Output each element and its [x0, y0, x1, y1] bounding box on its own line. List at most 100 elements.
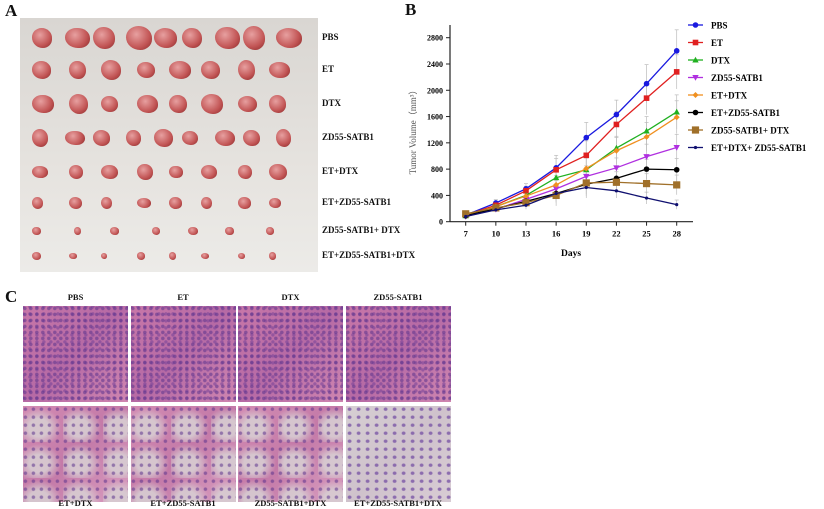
tumor	[32, 129, 49, 147]
series-line-2	[465, 111, 678, 217]
data-point	[494, 208, 498, 212]
series-line-1	[465, 71, 678, 216]
data-point	[673, 166, 680, 173]
tumor	[200, 197, 212, 209]
tumor	[32, 28, 53, 48]
tumor	[65, 27, 90, 49]
data-point	[614, 189, 619, 193]
tumor	[137, 62, 156, 78]
histology-label: ZD55-SATB1+DTX	[254, 498, 327, 508]
legend-label: ZD55-SATB1+ DTX	[711, 126, 790, 136]
x-tick-label: 7	[464, 229, 469, 239]
legend-marker	[692, 92, 699, 98]
data-point	[613, 111, 620, 118]
tumor	[169, 61, 191, 79]
data-point	[643, 127, 650, 134]
tumor	[200, 165, 218, 179]
tumor-row-label: ET+ZD55-SATB1	[322, 197, 391, 207]
tumor	[68, 197, 83, 209]
histology-label: ZD55-SATB1	[373, 292, 423, 302]
legend-marker	[692, 22, 699, 28]
tumor	[169, 197, 182, 209]
tumor	[68, 94, 89, 114]
tumor	[137, 164, 153, 180]
tumor	[32, 61, 52, 79]
tumor	[137, 95, 158, 113]
x-tick-label: 13	[522, 229, 531, 239]
legend-marker	[692, 39, 699, 46]
tumor	[32, 197, 44, 209]
histology-image	[345, 406, 451, 502]
data-point	[492, 204, 500, 212]
tumor	[137, 197, 152, 209]
tumor	[32, 226, 41, 236]
data-point	[584, 185, 588, 190]
data-point	[552, 191, 560, 200]
legend-label: DTX	[711, 56, 731, 66]
data-point	[673, 114, 680, 121]
data-point	[613, 144, 620, 151]
series-line-7	[465, 186, 677, 218]
tumor	[137, 252, 146, 260]
data-point	[522, 193, 529, 200]
data-point	[553, 166, 559, 173]
tumor	[182, 27, 203, 49]
y-tick-label: 1200	[427, 139, 443, 148]
histology-label: ET+ZD55-SATB1	[150, 498, 216, 508]
tumor	[126, 129, 142, 147]
data-point	[583, 173, 590, 180]
data-point	[554, 191, 558, 196]
tumor	[237, 96, 257, 112]
x-tick-label: 22	[612, 229, 621, 239]
histology-image	[130, 406, 236, 502]
tumor	[269, 164, 287, 180]
tumor	[269, 62, 290, 78]
legend-label: ET+DTX+ ZD55-SATB1	[711, 143, 807, 153]
histology-label: DTX	[281, 292, 300, 302]
tumor	[169, 252, 177, 260]
x-tick-label: 28	[672, 229, 681, 239]
tumor	[215, 130, 235, 146]
legend-label: ET	[711, 38, 723, 48]
legend-marker	[692, 109, 699, 116]
legend-marker	[692, 56, 699, 63]
data-point	[643, 80, 650, 87]
tumor	[100, 60, 122, 80]
legend-label: ZD55-SATB1	[711, 73, 763, 83]
tumor	[237, 196, 251, 210]
data-point	[673, 48, 680, 54]
y-tick-label: 2400	[427, 60, 443, 69]
data-point	[643, 95, 650, 101]
data-point	[464, 214, 468, 219]
tumor	[73, 226, 82, 236]
tumor	[169, 94, 188, 114]
series-line-0	[465, 50, 678, 216]
legend-label: ET+ZD55-SATB1	[711, 108, 780, 118]
tumor	[68, 252, 77, 260]
legend-marker	[693, 145, 698, 150]
data-point	[673, 181, 681, 189]
tumor-row-label: ET+DTX	[322, 166, 359, 176]
legend-label: PBS	[711, 21, 728, 31]
tumor-row-label: ET	[322, 64, 335, 74]
tumor	[32, 165, 49, 179]
y-tick-label: 1600	[427, 113, 443, 122]
tumor	[200, 252, 210, 260]
data-point	[612, 178, 621, 186]
histology-image	[238, 306, 343, 402]
histology-image	[23, 306, 128, 402]
tumor	[126, 26, 153, 50]
tumor-photo	[20, 18, 318, 272]
data-point	[642, 179, 651, 188]
tumor	[215, 26, 240, 50]
data-point	[673, 144, 680, 151]
tumor-volume-chart: 0 400 800 1200 1600 2000 2400 2800 7 10 13 16 19 22 25…	[408, 21, 807, 260]
tumor	[224, 226, 234, 236]
tumor	[237, 252, 246, 260]
y-tick-label: 0	[439, 218, 443, 227]
tumor	[154, 129, 173, 147]
tumor	[243, 129, 261, 147]
series-line-4	[465, 116, 678, 216]
tumor	[243, 26, 265, 50]
